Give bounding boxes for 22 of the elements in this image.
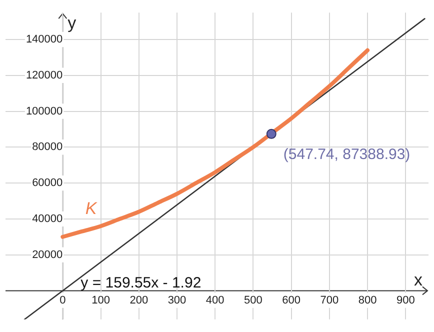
x-tick-label: 600 xyxy=(282,294,300,306)
x-tick-label: 200 xyxy=(130,294,148,306)
y-tick-label: 120000 xyxy=(26,69,63,82)
y-tick-label: 40000 xyxy=(32,212,63,225)
y-tick-label: 100000 xyxy=(26,105,63,118)
y-axis-title: y xyxy=(68,14,77,33)
x-tick-label: 500 xyxy=(244,294,262,306)
x-tick-label: 0 xyxy=(60,294,66,306)
series-label: K xyxy=(85,199,98,218)
x-tick-label: 700 xyxy=(320,294,339,306)
y-tick-label: 140000 xyxy=(26,34,63,46)
annotation: (547.74, 87388.93) xyxy=(283,146,410,163)
y-tick-label: 60000 xyxy=(32,177,63,190)
x-tick-label: 400 xyxy=(206,294,224,306)
x-tick-label: 800 xyxy=(358,294,377,306)
x-tick-label: 100 xyxy=(92,294,110,306)
x-axis-title: x xyxy=(414,270,423,290)
y-tick-label: 20000 xyxy=(32,248,63,261)
series-label: y = 159.55x - 1.92 xyxy=(80,274,202,292)
x-tick-label: 300 xyxy=(168,294,186,306)
x-tick-label: 900 xyxy=(396,294,415,306)
y-tick-label: 80000 xyxy=(32,141,63,154)
